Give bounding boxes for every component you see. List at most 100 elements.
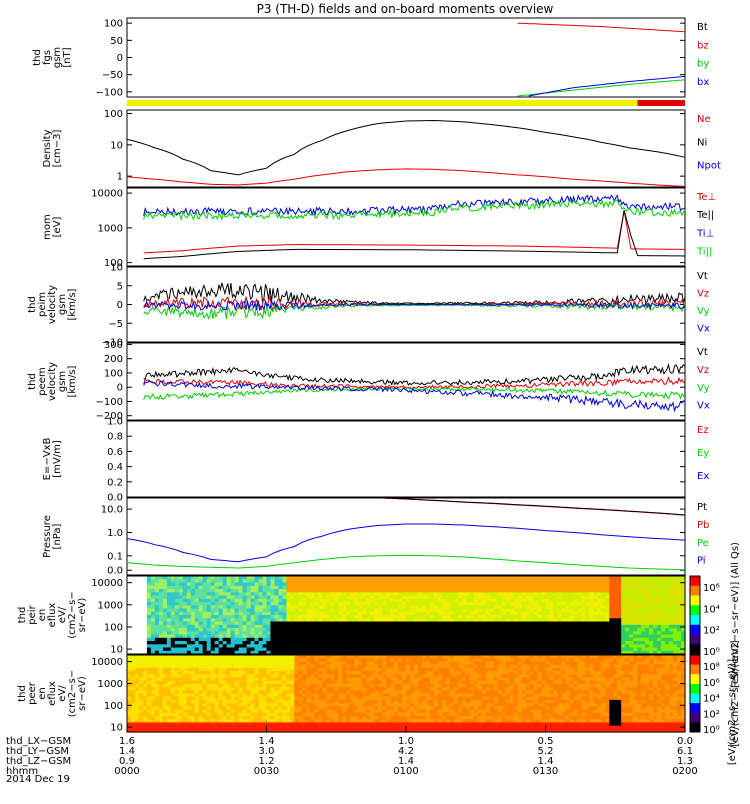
heatmap-cell bbox=[346, 710, 351, 714]
mode-bar-segment bbox=[127, 100, 638, 106]
legend-vt: Vt bbox=[697, 271, 708, 282]
legend-ti||: Ti|| bbox=[696, 246, 712, 257]
legend-pt: Pt bbox=[697, 502, 707, 513]
y-tick-label: 0.2 bbox=[107, 477, 123, 488]
series-te|| bbox=[144, 210, 685, 259]
heatmap-cell bbox=[143, 671, 148, 675]
heatmap-cell bbox=[203, 671, 208, 675]
heatmap-cell bbox=[163, 710, 168, 714]
heatmap-cell bbox=[282, 710, 287, 714]
heatmap-cell bbox=[175, 671, 180, 675]
heatmap-cell bbox=[263, 710, 268, 714]
legend-bt: Bt bbox=[697, 22, 708, 33]
y-tick-label: −50 bbox=[102, 70, 123, 81]
colorbar-band bbox=[690, 596, 700, 606]
heatmap-cell bbox=[247, 710, 252, 714]
heatmap-cell bbox=[286, 671, 291, 675]
y-tick-label: 0 bbox=[117, 300, 123, 311]
heatmap-cell bbox=[243, 671, 248, 675]
heatmap-cell bbox=[310, 671, 315, 675]
heatmap-cell bbox=[203, 710, 208, 714]
heatmap-cell bbox=[267, 671, 272, 675]
heatmap-cell bbox=[227, 671, 232, 675]
heatmap-cell bbox=[294, 710, 299, 714]
legend-ez: Ez bbox=[697, 425, 709, 436]
legend-bz: bz bbox=[697, 40, 709, 51]
mode-bar-segment bbox=[638, 100, 685, 106]
y-axis-label: [nT] bbox=[62, 47, 73, 67]
heatmap-cell bbox=[259, 671, 264, 675]
legend-ni: Ni bbox=[697, 137, 707, 148]
y-tick-label: 1000 bbox=[98, 600, 123, 611]
heatmap-cell bbox=[298, 671, 303, 675]
heatmap-cell bbox=[330, 710, 335, 714]
heatmap-cell bbox=[199, 671, 204, 675]
series-bz bbox=[518, 23, 685, 32]
heatmap-cell bbox=[219, 710, 224, 714]
series-vt bbox=[144, 365, 685, 385]
heatmap-cell bbox=[271, 710, 276, 714]
series-ni bbox=[127, 121, 685, 175]
y-tick-label: 10 bbox=[110, 645, 123, 656]
heatmap-cell bbox=[191, 710, 196, 714]
y-axis-label: [mV/m] bbox=[52, 440, 63, 478]
heatmap-cell bbox=[147, 671, 152, 675]
heatmap-cell bbox=[211, 671, 216, 675]
heatmap-cell bbox=[227, 710, 232, 714]
colorbar-band bbox=[690, 576, 700, 586]
heatmap-cell bbox=[199, 710, 204, 714]
heatmap-cell bbox=[314, 671, 319, 675]
heatmap-cell bbox=[302, 671, 307, 675]
y-tick-label: 10000 bbox=[91, 189, 123, 200]
heatmap-cell bbox=[163, 671, 168, 675]
heatmap-cell bbox=[231, 710, 236, 714]
colorbar-label: 10⁰ bbox=[703, 647, 720, 658]
heatmap-cell bbox=[314, 710, 319, 714]
heatmap-cell bbox=[302, 710, 307, 714]
heatmap-cell bbox=[215, 671, 220, 675]
heatmap-cell bbox=[143, 710, 148, 714]
heatmap-cell bbox=[179, 710, 184, 714]
heatmap-cell bbox=[183, 710, 188, 714]
colorbar-band bbox=[690, 635, 700, 645]
y-tick-label: 100 bbox=[104, 19, 123, 30]
y-tick-label: 5 bbox=[117, 281, 123, 292]
y-tick-label: 100 bbox=[104, 622, 123, 633]
heatmap-cell bbox=[171, 710, 176, 714]
heatmap-cell bbox=[131, 671, 136, 675]
y-tick-label: −100 bbox=[96, 397, 123, 408]
heatmap-cell bbox=[211, 710, 216, 714]
y-tick-label: 0.1 bbox=[107, 551, 123, 562]
legend-pb: Pb bbox=[697, 520, 709, 531]
heatmap-cell bbox=[247, 671, 252, 675]
heatmap-cell bbox=[159, 710, 164, 714]
legend-ne: Ne bbox=[697, 114, 711, 125]
heatmap-cell bbox=[131, 710, 136, 714]
legend-ti: Ti⊥ bbox=[696, 228, 714, 239]
heatmap-cell bbox=[151, 671, 156, 675]
heatmap-cell bbox=[239, 710, 244, 714]
y-tick-label: 0.0 bbox=[107, 566, 123, 577]
legend-te: Te⊥ bbox=[696, 192, 716, 203]
y-tick-label: 1.0 bbox=[107, 528, 123, 539]
heatmap-cell bbox=[207, 671, 212, 675]
y-tick-label: 10 bbox=[110, 263, 123, 274]
heatmap-cell bbox=[263, 671, 268, 675]
y-tick-label: 200 bbox=[104, 354, 123, 365]
heatmap-cell bbox=[239, 671, 244, 675]
heatmap-cell bbox=[294, 671, 299, 675]
y-axis-label: sr−eV) bbox=[77, 598, 88, 633]
heatmap-cell bbox=[342, 671, 347, 675]
heatmap-cell bbox=[215, 710, 220, 714]
heatmap-cell bbox=[275, 710, 280, 714]
heatmap-cell bbox=[282, 671, 287, 675]
colorbar-band bbox=[690, 644, 700, 654]
legend-bx: bx bbox=[697, 77, 709, 88]
heatmap-cell bbox=[350, 671, 355, 675]
heatmap-cell bbox=[310, 710, 315, 714]
